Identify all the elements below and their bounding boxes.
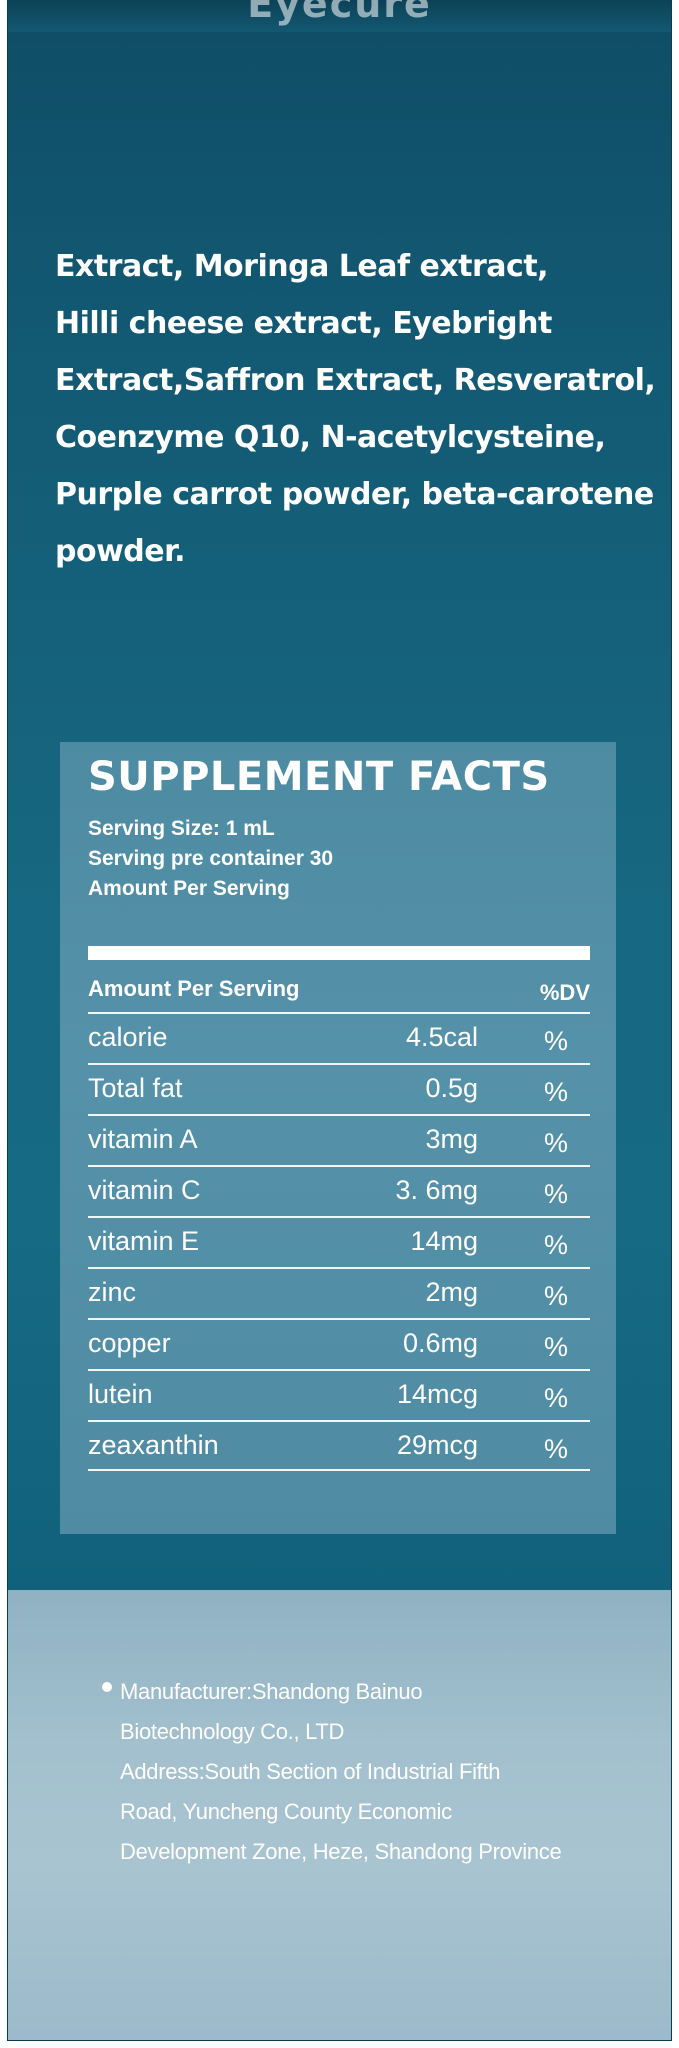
- table-row: zeaxanthin 29mcg %: [88, 1420, 590, 1471]
- ingredients-line: Hilli cheese extract, Eyebright: [55, 306, 552, 341]
- table-row: Total fat 0.5g %: [88, 1063, 590, 1114]
- nutrient-name: copper: [88, 1328, 171, 1358]
- nutrient-amount: 2mg: [425, 1277, 478, 1307]
- nutrient-dv: %: [543, 1434, 568, 1464]
- nutrient-amount: 3mg: [425, 1124, 478, 1154]
- manufacturer-line: Biotechnology Co., LTD: [120, 1719, 345, 1744]
- ingredients-line: Purple carrot powder, beta-carotene: [55, 477, 654, 512]
- nutrient-dv: %: [543, 1230, 568, 1260]
- nutrient-dv: %: [543, 1128, 568, 1158]
- nutrient-dv: %: [543, 1281, 568, 1311]
- serving-size: Serving Size: 1 mL: [88, 817, 275, 840]
- table-row: vitamin C 3. 6mg %: [88, 1165, 590, 1216]
- manufacturer-line: Address:South Section of Industrial Fift…: [120, 1759, 501, 1784]
- nutrient-amount: 14mg: [410, 1226, 478, 1256]
- facts-divider: [88, 946, 590, 960]
- box-top-band: Eyecure: [8, 0, 671, 32]
- bullet-dot-icon: [102, 1682, 112, 1692]
- servings-per-container: Serving pre container 30: [88, 847, 334, 870]
- table-row: zinc 2mg %: [88, 1267, 590, 1318]
- manufacturer-info: Manufacturer:Shandong Bainuo Biotechnolo…: [120, 1672, 562, 1872]
- nutrient-name: calorie: [88, 1022, 168, 1052]
- facts-meta: Serving Size: 1 mL Serving pre container…: [88, 814, 333, 904]
- box-bottom-section: [8, 1590, 671, 2040]
- amount-per-serving: Amount Per Serving: [88, 877, 290, 900]
- facts-title: SUPPLEMENT FACTS: [88, 754, 550, 800]
- table-row: copper 0.6mg %: [88, 1318, 590, 1369]
- manufacturer-line: Manufacturer:Shandong Bainuo: [120, 1679, 423, 1704]
- manufacturer-line: Development Zone, Heze, Shandong Provinc…: [120, 1839, 562, 1864]
- supplement-facts-panel: SUPPLEMENT FACTS Serving Size: 1 mL Serv…: [60, 742, 616, 1534]
- nutrient-name: lutein: [88, 1379, 153, 1409]
- nutrient-dv: %: [543, 1383, 568, 1413]
- nutrient-amount: 4.5cal: [405, 1022, 478, 1052]
- nutrient-dv: %: [543, 1332, 568, 1362]
- nutrient-amount: 0.6mg: [402, 1328, 478, 1358]
- nutrient-dv: %: [543, 1179, 568, 1209]
- nutrient-dv: %: [543, 1026, 568, 1056]
- nutrient-name: vitamin A: [88, 1124, 198, 1154]
- nutrient-amount: 3. 6mg: [395, 1175, 478, 1205]
- table-row: vitamin A 3mg %: [88, 1114, 590, 1165]
- table-row: calorie 4.5cal %: [88, 1012, 590, 1063]
- ingredients-line: Extract, Moringa Leaf extract,: [55, 249, 549, 284]
- nutrient-dv: %: [543, 1077, 568, 1107]
- nutrient-name: zeaxanthin: [88, 1430, 219, 1460]
- ingredients-line: Extract,Saffron Extract, Resveratrol,: [55, 363, 656, 398]
- ingredients-line: powder.: [55, 534, 186, 569]
- header-label: Amount Per Serving: [88, 976, 300, 1001]
- ingredients-list: Extract, Moringa Leaf extract, Hilli che…: [55, 238, 656, 580]
- nutrient-name: Total fat: [88, 1073, 183, 1103]
- brand-logo: Eyecure: [247, 0, 432, 26]
- ingredients-line: Coenzyme Q10, N-acetylcysteine,: [55, 420, 606, 455]
- nutrient-name: vitamin C: [88, 1175, 201, 1205]
- nutrient-amount: 14mcg: [396, 1379, 478, 1409]
- nutrient-amount: 29mcg: [396, 1430, 478, 1460]
- manufacturer-line: Road, Yuncheng County Economic: [120, 1799, 452, 1824]
- table-row: vitamin E 14mg %: [88, 1216, 590, 1267]
- nutrient-amount: 0.5g: [425, 1073, 478, 1103]
- facts-table-header: Amount Per Serving %DV: [88, 970, 590, 1012]
- facts-table: calorie 4.5cal % Total fat 0.5g % vitami…: [88, 1012, 590, 1471]
- nutrient-name: vitamin E: [88, 1226, 200, 1256]
- table-row: lutein 14mcg %: [88, 1369, 590, 1420]
- header-dv: %DV: [539, 980, 590, 1005]
- nutrient-name: zinc: [88, 1277, 137, 1307]
